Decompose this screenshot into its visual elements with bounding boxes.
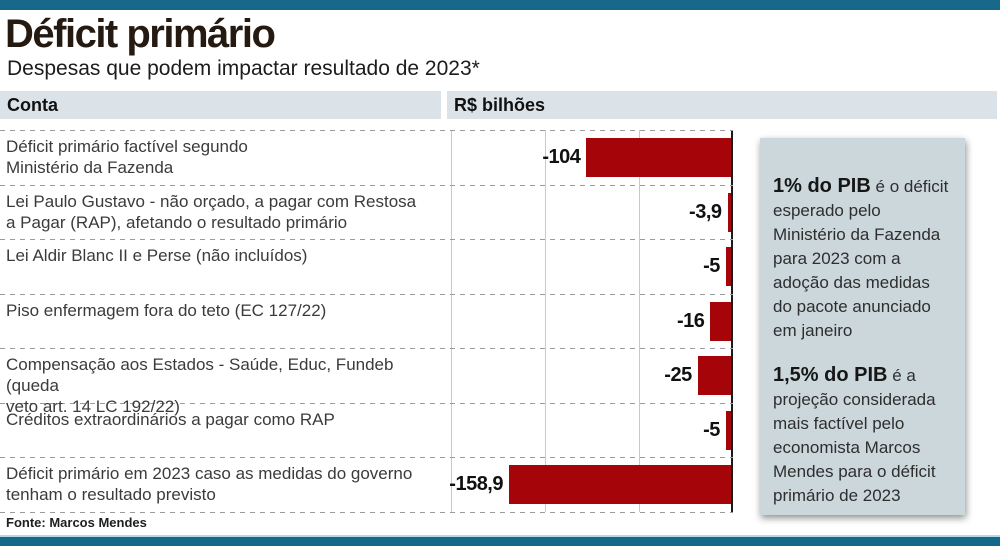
top-accent-bar [0,0,1000,10]
bar [727,193,733,232]
note-lead: 1% do PIB [773,175,871,197]
page-subtitle: Despesas que podem impactar resultado de… [7,57,480,80]
row-separator [0,512,733,513]
bar [725,411,733,450]
note-text: é o déficit esperado pelo Ministério da … [773,177,949,340]
row-separator [0,130,733,131]
bar [509,465,733,504]
chart-row-label: Piso enfermagem fora do teto (EC 127/22) [6,301,327,320]
row-separator [0,457,733,458]
bar-chart: -104 -3,9 -5 -16 -25 -5 -158,9 Déficit primári… [0,130,733,513]
bar-value-label: -3,9 [689,201,722,223]
chart-row-label: Créditos extraordinários a pagar como RA… [6,410,335,429]
bar-value-label: -16 [677,310,705,332]
sidebar-note: 1% do PIB é o déficit esperado pelo Mini… [773,174,953,343]
bar [725,247,733,286]
chart-row-label: Lei Aldir Blanc II e Perse (não incluído… [6,246,308,265]
row-separator [0,403,733,404]
note-text: é a projeção considerada mais factível p… [773,366,936,505]
gridline [545,130,546,512]
chart-row-label: Lei Paulo Gustavo - não orçado, a pagar … [6,192,417,232]
sidebar-note: 1,5% do PIB é a projeção considerada mai… [773,363,953,508]
bar-value-label: -5 [703,419,720,441]
bar-value-label: -25 [664,364,692,386]
chart-row-label: Déficit primário em 2023 caso as medidas… [6,464,413,504]
bottom-accent-bar [0,537,1000,546]
page-title: Déficit primário [5,12,276,56]
bar [697,356,733,395]
row-separator [0,294,733,295]
bar [710,302,733,341]
gridline [451,130,452,512]
bar-value-label: -5 [703,255,720,277]
axis-baseline [731,130,733,512]
row-separator [0,239,733,240]
sidebar-note-box: 1% do PIB é o déficit esperado pelo Mini… [760,138,965,515]
note-lead: 1,5% do PIB [773,364,888,386]
chart-row-label: Compensação aos Estados - Saúde, Educ, F… [6,355,394,416]
column-header-conta: Conta [0,91,441,119]
plot-area: -104 -3,9 -5 -16 -25 -5 -158,9 [449,130,733,512]
bar-value-label: -104 [542,146,581,168]
bar [586,138,733,177]
bar-value-label: -158,9 [449,473,503,495]
column-header-unit: R$ bilhões [447,91,997,119]
row-separator [0,185,733,186]
bottom-accent-line [0,535,1000,537]
row-separator [0,348,733,349]
gridline [639,130,640,512]
chart-row-label: Déficit primário factível segundo Minist… [6,137,248,177]
source-credit: Fonte: Marcos Mendes [6,515,147,530]
